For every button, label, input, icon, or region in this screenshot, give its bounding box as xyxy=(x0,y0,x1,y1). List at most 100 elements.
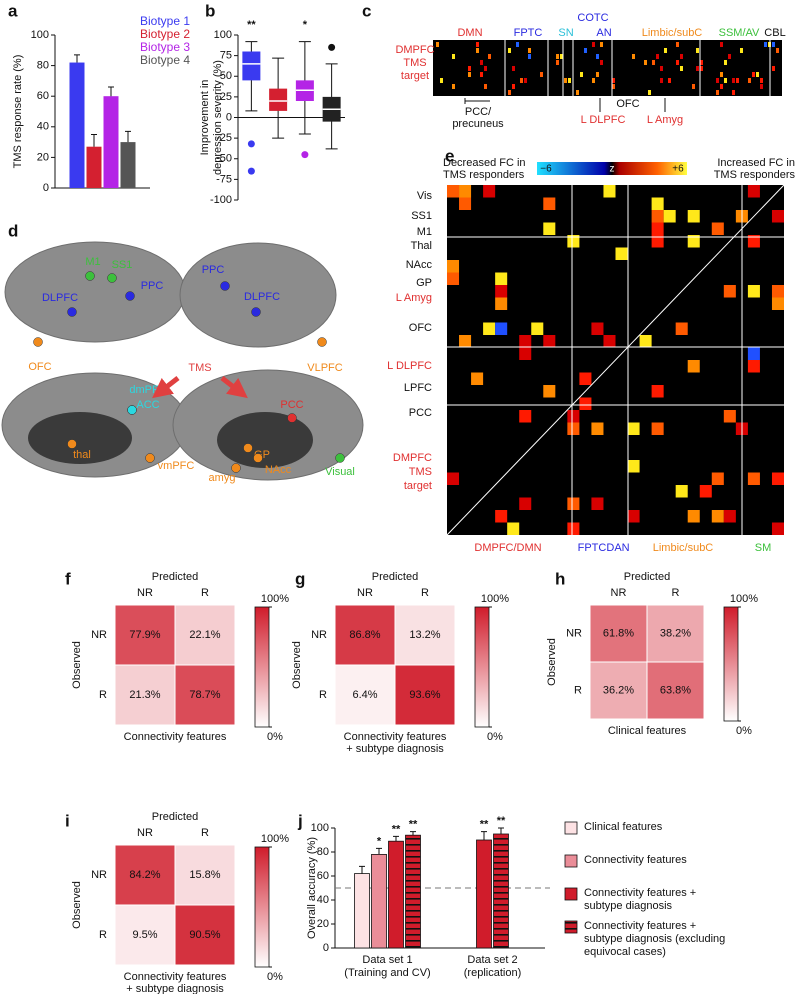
cell xyxy=(771,472,784,485)
column-label: NR xyxy=(137,587,153,599)
cell xyxy=(519,347,532,360)
cell xyxy=(520,78,523,83)
cell xyxy=(114,844,176,906)
cell xyxy=(447,260,460,273)
stimulus-label: TMS xyxy=(188,362,211,374)
cell xyxy=(591,422,604,435)
cell xyxy=(543,197,556,210)
colorbar-label: 100% xyxy=(261,833,289,845)
x-tick-label: Data set 1 xyxy=(362,954,412,966)
cell xyxy=(508,90,511,95)
network-label: SSM/AV xyxy=(719,27,760,39)
row-label: NR xyxy=(91,629,107,641)
panel-letter: a xyxy=(8,1,18,20)
cell xyxy=(627,422,640,435)
cell xyxy=(512,66,515,71)
panel-letter: f xyxy=(65,569,71,588)
row-label: NR xyxy=(311,629,327,641)
y-axis-label: Overall accuracy (%) xyxy=(306,837,318,939)
cell xyxy=(664,48,667,53)
cell xyxy=(580,72,583,77)
cell xyxy=(543,385,556,398)
cell xyxy=(696,66,699,71)
cell xyxy=(483,185,496,198)
cell xyxy=(524,78,527,83)
y-tick-label: 40 xyxy=(317,894,329,906)
colorbar-label: 100% xyxy=(730,593,758,605)
strip xyxy=(433,40,782,96)
y-axis-label: depression severity (%) xyxy=(212,60,224,175)
outlier xyxy=(328,43,336,51)
cell xyxy=(716,78,719,83)
brain-medial xyxy=(217,412,313,468)
cell xyxy=(680,66,683,71)
y-tick-label: 25 xyxy=(220,91,232,103)
cell xyxy=(459,335,472,348)
cell xyxy=(114,904,176,966)
x-axis-label: Predicted xyxy=(372,571,418,583)
cell xyxy=(592,78,595,83)
bar xyxy=(493,833,509,949)
cell xyxy=(687,510,700,523)
cell xyxy=(480,72,483,77)
cell xyxy=(648,90,651,95)
colorbar-label: 100% xyxy=(261,593,289,605)
cell xyxy=(603,335,616,348)
outlier xyxy=(301,151,309,159)
y-tick-label: -50 xyxy=(216,153,232,165)
column-label: NR xyxy=(137,827,153,839)
cell xyxy=(771,285,784,298)
cell xyxy=(723,410,736,423)
error-bar xyxy=(91,133,97,147)
cell xyxy=(615,247,628,260)
cell xyxy=(764,42,767,47)
colorbar-label: +6 xyxy=(672,164,684,175)
cell xyxy=(724,60,727,65)
cell xyxy=(771,522,784,535)
cell xyxy=(508,48,511,53)
network-label: DMN xyxy=(457,27,482,39)
cell xyxy=(495,285,508,298)
cell-label: 36.2% xyxy=(603,684,634,696)
panel-letter: j xyxy=(297,811,303,830)
significance: ** xyxy=(392,823,401,835)
cell xyxy=(596,72,599,77)
cell xyxy=(528,48,531,53)
cell xyxy=(564,78,567,83)
cell xyxy=(584,48,587,53)
cell xyxy=(720,84,723,89)
cell xyxy=(644,60,647,65)
column-label: R xyxy=(201,827,209,839)
cell xyxy=(651,197,664,210)
cell xyxy=(459,185,472,198)
cell xyxy=(519,335,532,348)
y-tick-label: 60 xyxy=(317,870,329,882)
row-label: SS1 xyxy=(411,210,432,222)
region-dot xyxy=(125,291,135,301)
row-label: L DLPFC xyxy=(387,360,432,372)
cell-label: 6.4% xyxy=(352,689,377,701)
region-dot xyxy=(335,453,345,463)
cell-label: 78.7% xyxy=(189,689,220,701)
legend-label: Clinical features xyxy=(584,821,663,833)
cell xyxy=(736,78,739,83)
row-label: NR xyxy=(566,627,582,639)
diagonal xyxy=(446,184,785,536)
region-dot xyxy=(67,307,77,317)
cell xyxy=(687,235,700,248)
brain-medial xyxy=(28,412,132,464)
row-label: R xyxy=(99,689,107,701)
cell xyxy=(114,664,176,726)
cell xyxy=(716,90,719,95)
cell xyxy=(680,54,683,59)
cell-label: 13.2% xyxy=(409,629,440,641)
cell xyxy=(591,322,604,335)
cell xyxy=(700,60,703,65)
cell xyxy=(724,78,727,83)
row-label: PCC xyxy=(409,407,432,419)
cell xyxy=(720,42,723,47)
cell xyxy=(732,78,735,83)
region-label: DLPFC xyxy=(244,291,280,303)
region-dot xyxy=(67,439,77,449)
error-bar xyxy=(410,831,416,836)
